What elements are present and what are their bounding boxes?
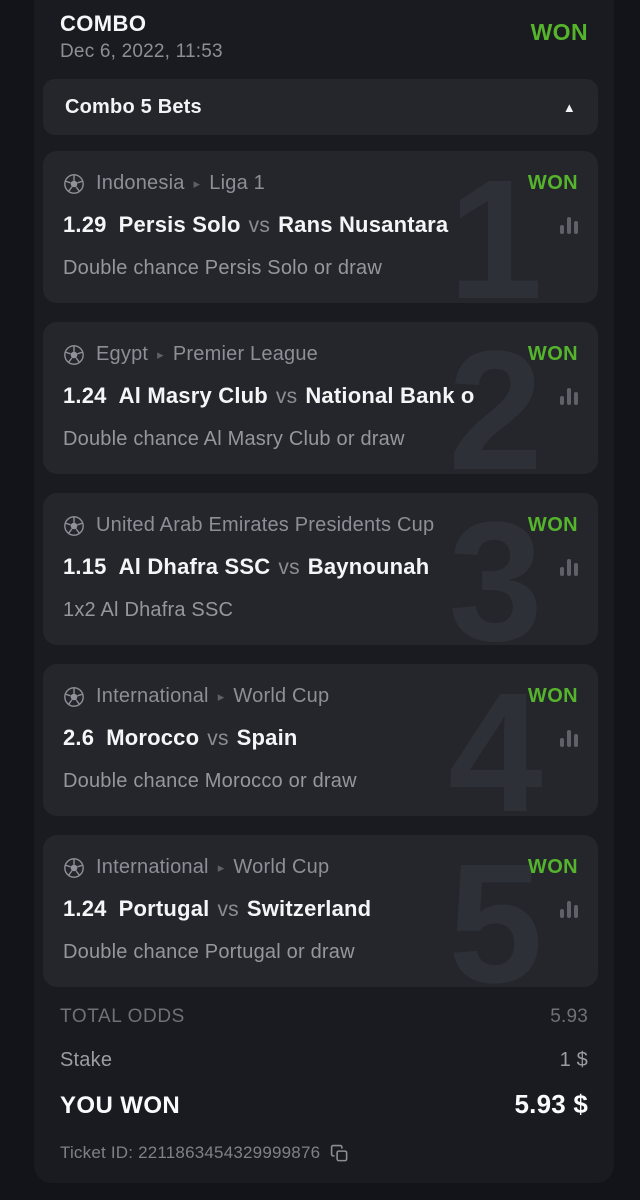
ticket-status-badge: WON <box>530 19 588 45</box>
league-breadcrumb: Egypt ▸ Premier League <box>63 343 518 366</box>
bet-card[interactable]: 3 United Arab Emirates Presidents Cup WO… <box>43 493 598 645</box>
league-breadcrumb: International ▸ World Cup <box>63 856 518 879</box>
bet-status-badge: WON <box>527 343 578 365</box>
away-team: Baynounah <box>307 554 430 579</box>
soccer-ball-icon <box>63 857 85 879</box>
breadcrumb-arrow-icon: ▸ <box>193 175 201 191</box>
home-team: Al Dhafra SSC <box>118 554 271 579</box>
league-name: Liga 1 <box>209 172 265 194</box>
bet-number-watermark: 5 <box>448 835 543 987</box>
stake-value: 1 $ <box>559 1049 588 1071</box>
bet-pick: 1x2 Al Dhafra SSC <box>63 599 234 621</box>
bet-odds: 1.29 <box>63 212 107 237</box>
ticket-summary: TOTAL ODDS 5.93 Stake 1 $ YOU WON 5.93 $… <box>34 1006 614 1163</box>
league-region: Indonesia <box>96 172 185 194</box>
bet-status-badge: WON <box>527 685 578 707</box>
stats-icon[interactable] <box>560 900 578 918</box>
breadcrumb-arrow-icon: ▸ <box>157 346 164 362</box>
away-team: Rans Nusantara <box>278 212 449 237</box>
stats-icon[interactable] <box>560 729 578 747</box>
you-won-value: 5.93 $ <box>514 1089 588 1119</box>
soccer-ball-icon <box>63 173 85 195</box>
stats-icon[interactable] <box>560 558 578 576</box>
home-team: Morocco <box>106 725 200 750</box>
vs-label: vs <box>248 214 271 237</box>
league-region: Egypt <box>96 343 149 365</box>
match-line: 2.6 Morocco vs Spain <box>63 725 550 751</box>
vs-label: vs <box>217 898 239 921</box>
bet-status-badge: WON <box>527 856 578 878</box>
league-name: Premier League <box>172 343 318 365</box>
league-breadcrumb: Indonesia ▸ Liga 1 <box>63 172 518 195</box>
breadcrumb-arrow-icon: ▸ <box>217 688 225 704</box>
bet-number-watermark: 4 <box>448 664 543 816</box>
ticket-id-text: Ticket ID: 2211863454329999876 <box>60 1143 321 1162</box>
chevron-up-icon[interactable]: ▲ <box>562 99 576 115</box>
stats-icon[interactable] <box>560 387 578 405</box>
ticket-panel: COMBO Dec 6, 2022, 11:53 WON Combo 5 Bet… <box>34 0 614 1183</box>
league-breadcrumb: International ▸ World Cup <box>63 685 518 708</box>
bet-card[interactable]: 2 Egypt ▸ Premier League WON 1.24 Al Masr… <box>43 322 598 474</box>
ticket-header-left: COMBO Dec 6, 2022, 11:53 <box>60 11 223 63</box>
vs-label: vs <box>275 385 298 408</box>
vs-label: vs <box>207 727 229 750</box>
league-region: United Arab Emirates Presidents Cup <box>96 514 435 536</box>
bet-number-watermark: 1 <box>448 151 543 303</box>
match-line: 1.24 Al Masry Club vs National Bank o <box>63 383 550 409</box>
breadcrumb-arrow-icon: ▸ <box>217 859 225 875</box>
bet-odds: 1.24 <box>63 383 107 408</box>
bet-odds: 2.6 <box>63 725 95 750</box>
bet-odds: 1.24 <box>63 896 107 921</box>
bet-status-badge: WON <box>527 172 578 194</box>
bet-pick: Double chance Al Masry Club or draw <box>63 428 405 450</box>
league-region: International <box>96 856 209 878</box>
home-team: Portugal <box>118 896 210 921</box>
bet-pick: Double chance Persis Solo or draw <box>63 257 382 279</box>
away-team: Spain <box>236 725 298 750</box>
home-team: Persis Solo <box>118 212 241 237</box>
home-team: Al Masry Club <box>118 383 268 408</box>
ticket-type-title: COMBO <box>60 11 147 36</box>
combo-bets-label: Combo 5 Bets <box>65 95 202 118</box>
away-team: Switzerland <box>246 896 372 921</box>
soccer-ball-icon <box>63 515 85 537</box>
bet-status-badge: WON <box>527 514 578 536</box>
away-team: National Bank o <box>305 383 475 408</box>
bet-pick: Double chance Portugal or draw <box>63 941 355 963</box>
ticket-header: COMBO Dec 6, 2022, 11:53 WON <box>34 0 614 79</box>
total-odds-value: 5.93 <box>550 1006 588 1027</box>
stake-label: Stake <box>60 1049 113 1071</box>
combo-bets-toggle[interactable]: Combo 5 Bets ▲ <box>43 79 598 135</box>
soccer-ball-icon <box>63 686 85 708</box>
copy-icon[interactable] <box>330 1144 349 1163</box>
soccer-ball-icon <box>63 344 85 366</box>
bet-number-watermark: 2 <box>448 322 543 474</box>
league-region: International <box>96 685 209 707</box>
bet-card[interactable]: 4 International ▸ World Cup WON 2.6 Moroc… <box>43 664 598 816</box>
league-name: World Cup <box>233 685 330 707</box>
league-breadcrumb: United Arab Emirates Presidents Cup <box>63 514 518 537</box>
bet-card[interactable]: 5 International ▸ World Cup WON 1.24 Port… <box>43 835 598 987</box>
you-won-label: YOU WON <box>60 1092 181 1119</box>
ticket-date: Dec 6, 2022, 11:53 <box>60 41 223 62</box>
league-name: World Cup <box>233 856 330 878</box>
match-line: 1.29 Persis Solo vs Rans Nusantara <box>63 212 550 238</box>
bet-pick: Double chance Morocco or draw <box>63 770 357 792</box>
stats-icon[interactable] <box>560 216 578 234</box>
match-line: 1.15 Al Dhafra SSC vs Baynounah <box>63 554 550 580</box>
bet-card[interactable]: 1 Indonesia ▸ Liga 1 WON 1.29 Persis Solo… <box>43 151 598 303</box>
match-line: 1.24 Portugal vs Switzerland <box>63 896 550 922</box>
total-odds-label: TOTAL ODDS <box>60 1006 185 1027</box>
bet-number-watermark: 3 <box>448 493 543 645</box>
bet-odds: 1.15 <box>63 554 107 579</box>
vs-label: vs <box>278 556 300 579</box>
